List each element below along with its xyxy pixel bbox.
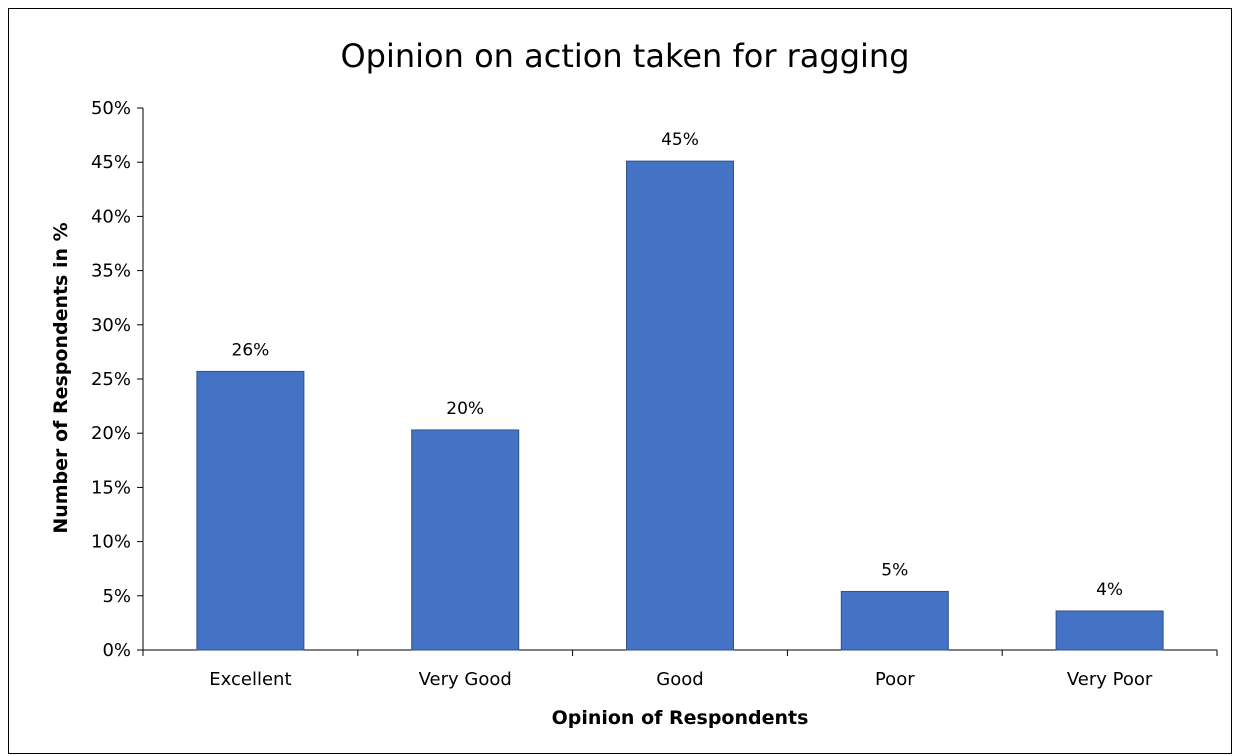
y-tick-label: 15%: [91, 477, 131, 498]
data-label: 5%: [881, 560, 908, 580]
y-tick-label: 45%: [91, 152, 131, 173]
chart-frame: [8, 8, 1232, 754]
bar-excellent: [196, 370, 305, 651]
x-tick-label: Very Poor: [1067, 669, 1153, 690]
y-tick-label: 0%: [102, 640, 131, 661]
y-tick-label: 50%: [91, 98, 131, 119]
x-axis: Excellent Very Good Good Poor Very Poor: [142, 649, 1218, 690]
x-tick-label: Very Good: [419, 669, 512, 690]
bar-very-poor: [1055, 610, 1164, 651]
x-axis-title: Opinion of Respondents: [552, 707, 809, 729]
bar-poor: [840, 590, 949, 651]
y-tick-label: 5%: [102, 586, 131, 607]
y-tick-label: 40%: [91, 206, 131, 227]
y-tick-label: 20%: [91, 423, 131, 444]
y-tick-label: 25%: [91, 369, 131, 390]
bars: [196, 160, 1164, 651]
y-axis-title: Number of Respondents in %: [50, 222, 72, 533]
data-label: 26%: [232, 340, 270, 360]
y-tick-label: 35%: [91, 261, 131, 282]
chart-title: Opinion on action taken for ragging: [340, 37, 909, 75]
data-labels: 26% 20% 45% 5% 4%: [232, 130, 1124, 600]
data-label: 45%: [661, 130, 699, 150]
y-tick-label: 30%: [91, 315, 131, 336]
y-tick-label: 10%: [91, 532, 131, 553]
bar-good: [626, 160, 734, 651]
y-axis: 0% 5% 10% 15% 20% 25% 30% 35% 40% 45% 50%: [91, 98, 144, 661]
bar-very-good: [411, 429, 520, 651]
x-tick-label: Poor: [875, 669, 915, 690]
data-label: 20%: [446, 399, 484, 419]
x-tick-label: Excellent: [209, 669, 291, 690]
x-tick-label: Good: [656, 669, 703, 690]
data-label: 4%: [1096, 580, 1123, 600]
